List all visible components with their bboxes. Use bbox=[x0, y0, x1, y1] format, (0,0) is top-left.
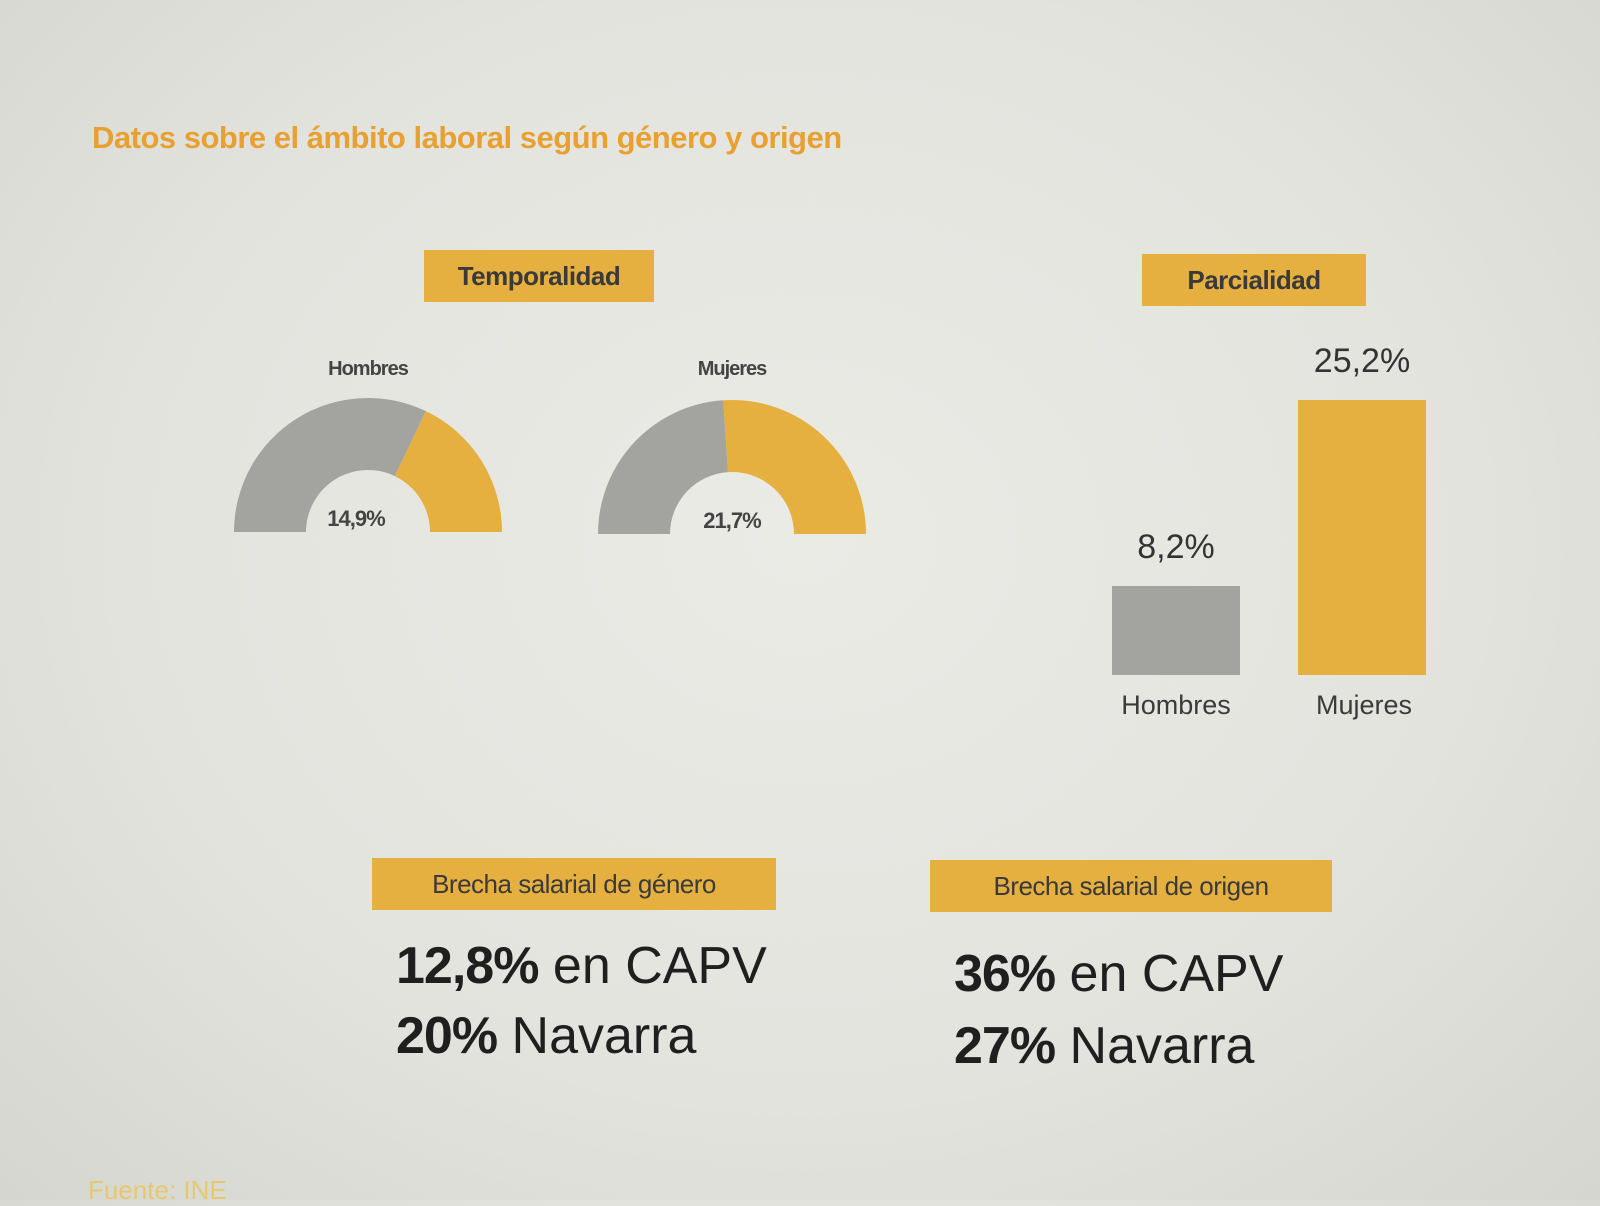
gauge-rest-mujeres bbox=[598, 400, 728, 534]
gauge-mujeres bbox=[598, 400, 866, 534]
brecha-genero-navarra-value: 20% bbox=[396, 1007, 498, 1065]
brecha-origen-navarra-value: 27% bbox=[954, 1017, 1056, 1075]
gauge-label-hombres: Hombres bbox=[328, 358, 409, 380]
bar-value-mujeres: 25,2% bbox=[1313, 342, 1411, 380]
bar-mujeres bbox=[1298, 400, 1426, 675]
brecha-origen-capv-value: 36% bbox=[954, 945, 1056, 1003]
brecha-origen-capv-text: en CAPV bbox=[1055, 945, 1284, 1003]
gauge-value-mujeres: 21,7% bbox=[703, 508, 761, 533]
brecha-genero-capv: 12,8% en CAPV bbox=[396, 936, 767, 996]
gauge-label-mujeres: Mujeres bbox=[697, 358, 768, 380]
bar-hombres bbox=[1112, 586, 1240, 675]
source-note: Fuente: INE bbox=[88, 1175, 227, 1205]
brecha-genero-navarra: 20% Navarra bbox=[396, 1006, 696, 1066]
gauge-value-slice-hombres bbox=[394, 411, 502, 532]
bar-category-hombres: Hombres bbox=[1121, 690, 1231, 720]
brecha-origen-capv: 36% en CAPV bbox=[954, 944, 1283, 1004]
bar-category-mujeres: Mujeres bbox=[1315, 690, 1413, 720]
brecha-genero-capv-value: 12,8% bbox=[396, 937, 539, 995]
brecha-origen-navarra: 27% Navarra bbox=[954, 1016, 1254, 1076]
page-title: Datos sobre el ámbito laboral según géne… bbox=[92, 120, 842, 155]
brecha-origen-label: Brecha salarial de origen bbox=[930, 860, 1332, 912]
bar-value-hombres: 8,2% bbox=[1137, 528, 1215, 566]
brecha-genero-navarra-text: Navarra bbox=[497, 1007, 697, 1065]
brecha-origen-navarra-text: Navarra bbox=[1055, 1017, 1255, 1075]
gauge-hombres bbox=[234, 398, 502, 532]
temporalidad-label: Temporalidad bbox=[424, 250, 654, 302]
parcialidad-label: Parcialidad bbox=[1142, 254, 1366, 306]
brecha-genero-label: Brecha salarial de género bbox=[372, 858, 776, 910]
brecha-genero-capv-text: en CAPV bbox=[538, 937, 767, 995]
gauge-rest-hombres bbox=[234, 398, 426, 532]
gauge-value-hombres: 14,9% bbox=[327, 506, 385, 531]
gauge-value-slice-mujeres bbox=[723, 400, 866, 534]
